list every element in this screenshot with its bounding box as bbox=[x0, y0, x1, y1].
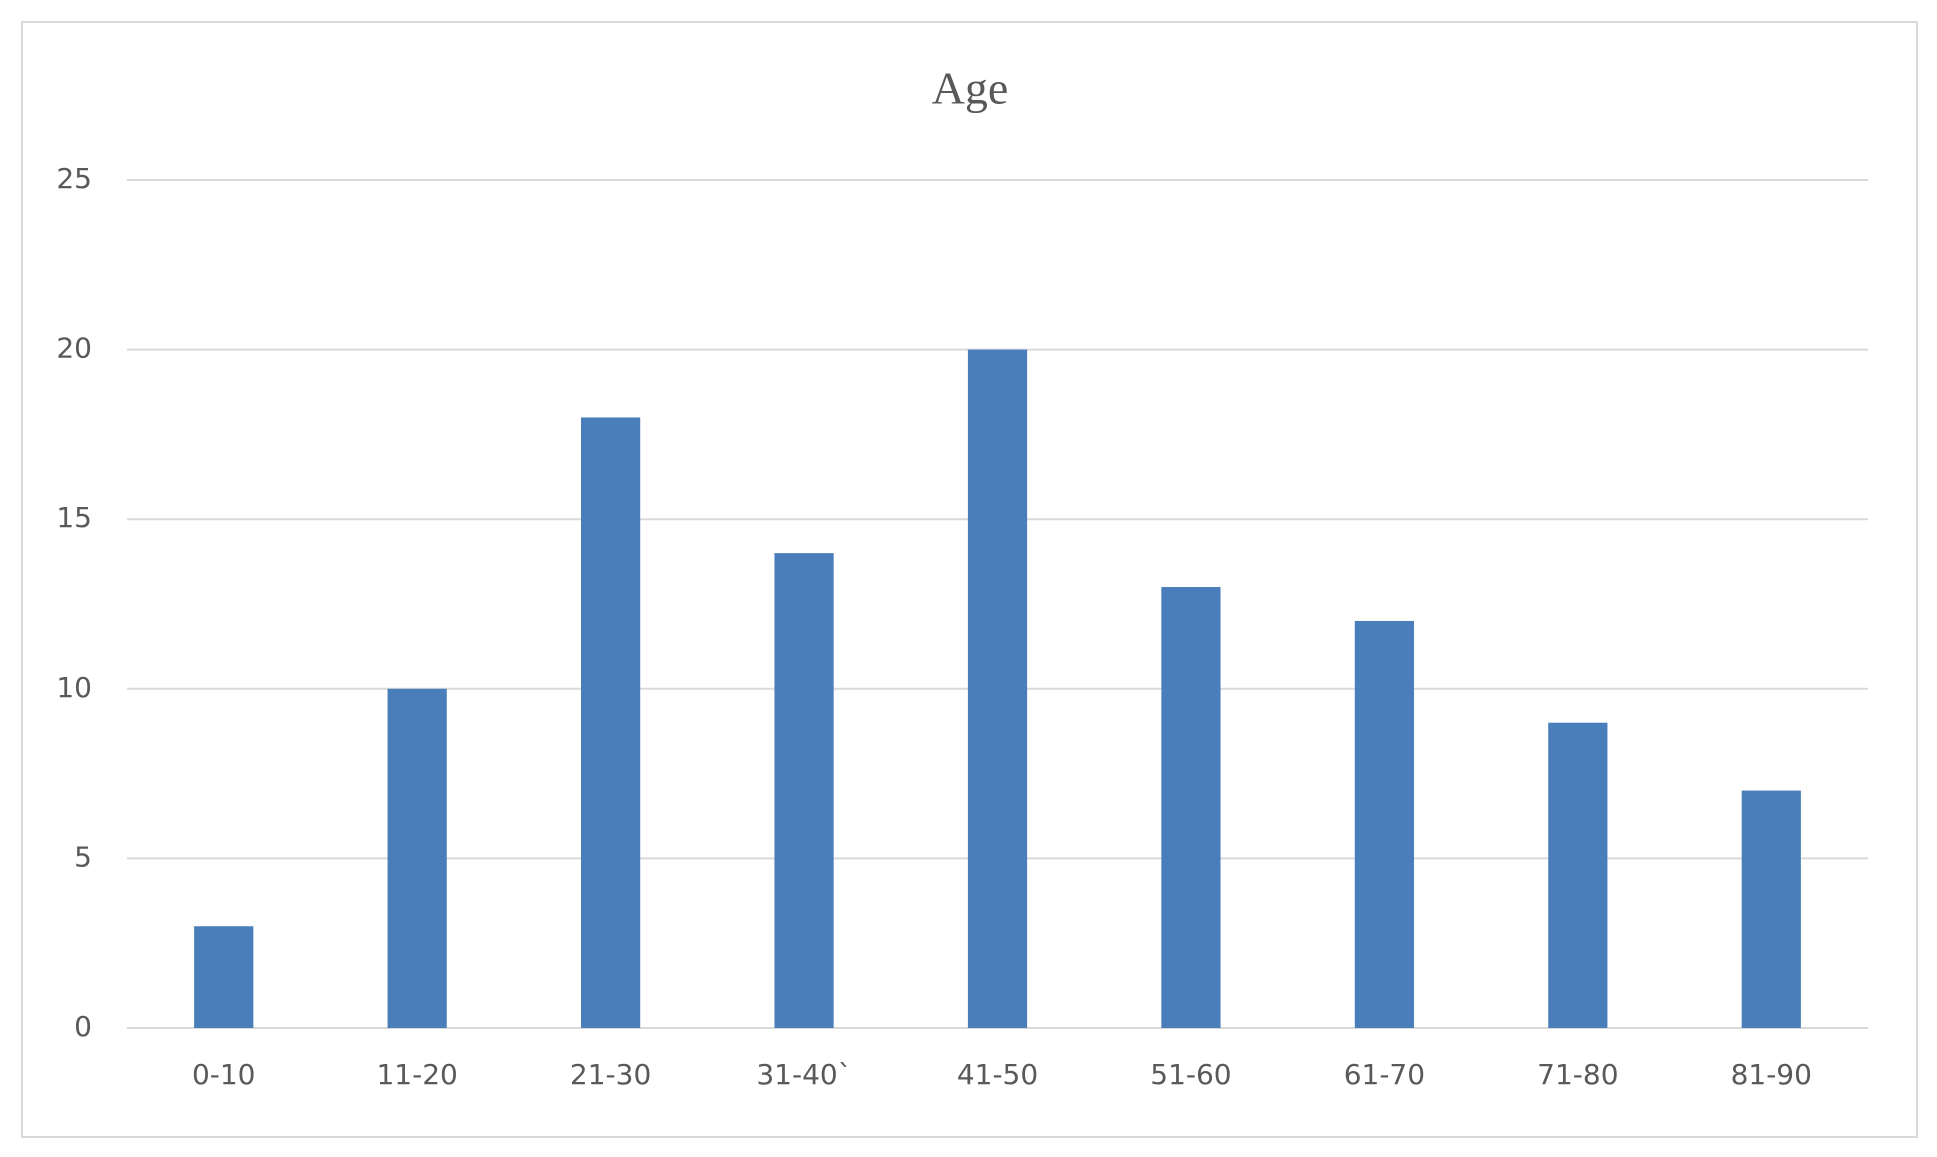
x-tick-label: 61-70 bbox=[1344, 1058, 1425, 1091]
y-tick-label: 0 bbox=[74, 1010, 92, 1043]
bar bbox=[387, 688, 447, 1028]
bar bbox=[1161, 587, 1221, 1028]
x-tick-label: 51-60 bbox=[1150, 1058, 1231, 1091]
x-tick-label: 0-10 bbox=[192, 1058, 256, 1091]
y-tick-label: 10 bbox=[56, 671, 92, 704]
x-tick-label: 21-30 bbox=[570, 1058, 651, 1091]
bar bbox=[967, 349, 1028, 1029]
x-tick-label: 81-90 bbox=[1731, 1058, 1812, 1091]
bar bbox=[194, 926, 254, 1028]
bar bbox=[581, 417, 641, 1028]
chart-title: Age bbox=[932, 63, 1009, 114]
y-tick-label: 25 bbox=[56, 162, 92, 195]
x-tick-label: 31-40` bbox=[756, 1058, 851, 1091]
x-tick-label: 71-80 bbox=[1537, 1058, 1618, 1091]
bar bbox=[1354, 620, 1414, 1028]
y-tick-label: 15 bbox=[56, 501, 92, 534]
x-tick-label: 41-50 bbox=[957, 1058, 1038, 1091]
y-tick-label: 5 bbox=[74, 840, 92, 873]
bar bbox=[1741, 790, 1801, 1028]
bar bbox=[1548, 722, 1608, 1028]
y-tick-label: 20 bbox=[56, 332, 92, 365]
bar bbox=[774, 553, 834, 1028]
x-tick-label: 11-20 bbox=[376, 1058, 457, 1091]
